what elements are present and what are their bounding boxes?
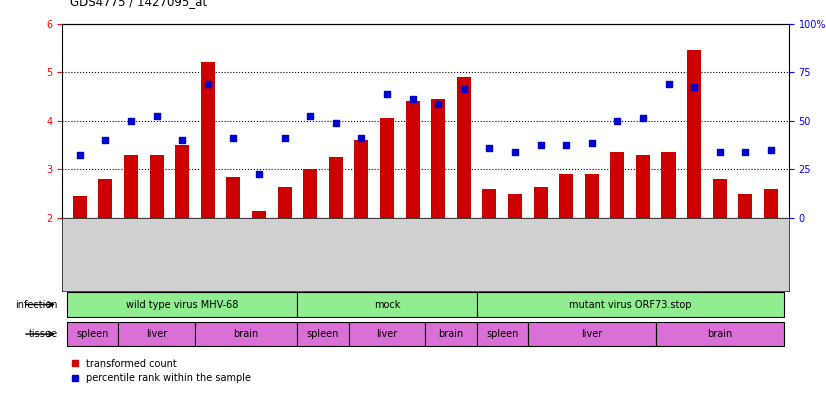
Point xyxy=(253,171,266,178)
Bar xyxy=(175,145,189,218)
Bar xyxy=(195,321,297,347)
Text: spleen: spleen xyxy=(77,329,109,339)
Bar xyxy=(713,179,727,218)
Bar xyxy=(297,321,349,347)
Text: mock: mock xyxy=(374,299,400,310)
Bar xyxy=(477,321,528,347)
Text: infection: infection xyxy=(16,299,58,310)
Bar xyxy=(150,155,164,218)
Point xyxy=(150,113,164,119)
Bar xyxy=(278,187,292,218)
Bar xyxy=(528,321,656,347)
Point xyxy=(355,135,368,141)
Point xyxy=(559,142,572,148)
Point xyxy=(713,149,726,156)
Text: brain: brain xyxy=(707,329,733,339)
Point xyxy=(738,149,752,156)
Bar xyxy=(73,196,87,218)
Bar xyxy=(303,169,317,218)
Point xyxy=(406,96,420,102)
Point xyxy=(610,118,624,124)
Point xyxy=(381,91,394,97)
Bar xyxy=(118,321,195,347)
Text: spleen: spleen xyxy=(486,329,519,339)
Bar xyxy=(559,174,573,218)
Bar xyxy=(329,157,343,218)
Text: mutant virus ORF73.stop: mutant virus ORF73.stop xyxy=(569,299,691,310)
Bar xyxy=(656,321,784,347)
Bar xyxy=(297,292,477,317)
Point xyxy=(176,137,189,143)
Bar xyxy=(98,179,112,218)
Bar xyxy=(124,155,138,218)
Point xyxy=(457,86,470,92)
Bar xyxy=(764,189,778,218)
Bar xyxy=(67,321,118,347)
Point xyxy=(482,145,496,151)
Point xyxy=(431,101,444,107)
Bar xyxy=(349,321,425,347)
Text: GDS4775 / 1427095_at: GDS4775 / 1427095_at xyxy=(70,0,207,8)
Bar xyxy=(201,62,215,218)
Text: liver: liver xyxy=(146,329,168,339)
Text: tissue: tissue xyxy=(29,329,58,339)
Point xyxy=(278,135,292,141)
Bar xyxy=(585,174,599,218)
Bar xyxy=(226,177,240,218)
Point xyxy=(330,120,343,127)
Bar xyxy=(477,292,784,317)
Bar xyxy=(380,118,394,218)
Bar xyxy=(457,77,471,218)
Bar xyxy=(610,152,624,218)
Bar xyxy=(425,321,477,347)
Point xyxy=(99,137,112,143)
Bar xyxy=(508,194,522,218)
Point xyxy=(687,84,700,90)
Bar xyxy=(431,99,445,218)
Bar xyxy=(534,187,548,218)
Bar xyxy=(67,292,297,317)
Point xyxy=(764,147,777,153)
Point xyxy=(227,135,240,141)
Bar xyxy=(406,101,420,218)
Text: brain: brain xyxy=(439,329,463,339)
Text: spleen: spleen xyxy=(306,329,339,339)
Text: brain: brain xyxy=(234,329,259,339)
Bar xyxy=(482,189,496,218)
Point xyxy=(508,149,521,156)
Bar xyxy=(662,152,676,218)
Point xyxy=(662,81,675,88)
Point xyxy=(202,81,215,88)
Text: liver: liver xyxy=(582,329,602,339)
Bar xyxy=(252,211,266,218)
Bar xyxy=(687,50,701,218)
Point xyxy=(585,140,598,146)
Point xyxy=(304,113,317,119)
Point xyxy=(534,142,547,148)
Text: wild type virus MHV-68: wild type virus MHV-68 xyxy=(126,299,239,310)
Bar xyxy=(738,194,752,218)
Text: liver: liver xyxy=(377,329,397,339)
Point xyxy=(74,152,87,158)
Point xyxy=(636,115,649,121)
Bar xyxy=(636,155,650,218)
Point xyxy=(125,118,138,124)
Legend: transformed count, percentile rank within the sample: transformed count, percentile rank withi… xyxy=(67,354,255,387)
Bar xyxy=(354,140,368,218)
